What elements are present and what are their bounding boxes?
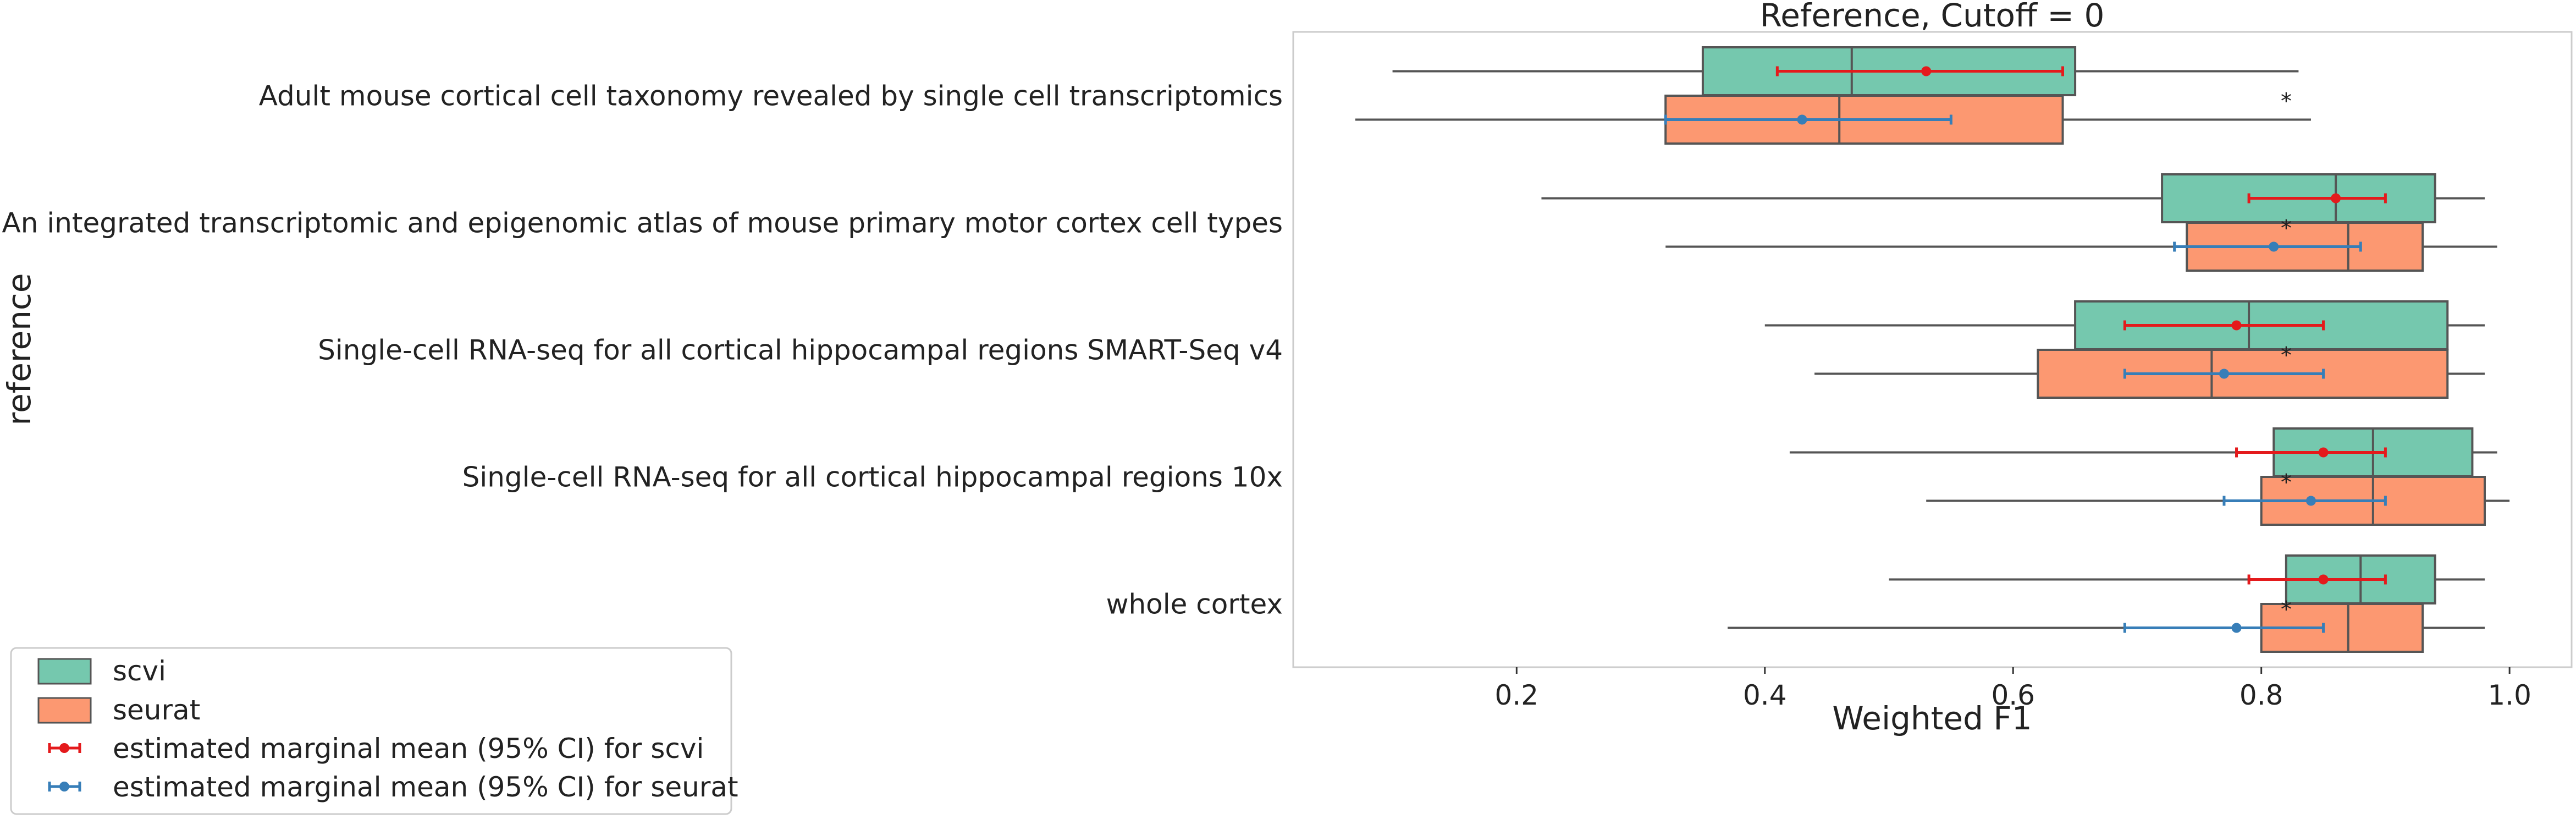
mean-point — [1921, 66, 1932, 76]
y-tick-label: An integrated transcriptomic and epigeno… — [2, 207, 1283, 239]
mean-point — [2318, 574, 2329, 585]
plot-area-frame — [1292, 31, 2573, 668]
significance-annotation: * — [2281, 470, 2292, 496]
legend-swatch-seurat — [37, 697, 92, 724]
legend-label: seurat — [113, 694, 200, 726]
significance-annotation: * — [2281, 597, 2292, 623]
legend-label: estimated marginal mean (95% CI) for scv… — [113, 733, 704, 765]
mean-point — [2269, 241, 2279, 252]
legend-mean-point — [59, 743, 69, 753]
legend-frame — [10, 647, 732, 815]
mean-point — [2331, 193, 2341, 204]
y-tick-label: Single-cell RNA-seq for all cortical hip… — [462, 461, 1283, 493]
significance-annotation: * — [2281, 343, 2292, 369]
x-tick-label: 1.0 — [2487, 679, 2531, 711]
legend-label: scvi — [113, 655, 166, 687]
x-axis-label: Weighted F1 — [1832, 700, 2032, 737]
mean-point — [2231, 623, 2242, 633]
y-tick-label: whole cortex — [1106, 589, 1283, 620]
legend-swatch-scvi — [37, 658, 92, 685]
mean-point — [2305, 496, 2316, 506]
significance-annotation: * — [2281, 216, 2292, 241]
x-tick-label: 0.4 — [1743, 679, 1787, 711]
mean-point — [2231, 320, 2242, 331]
y-axis-label: reference — [1, 273, 38, 426]
mean-point — [2318, 447, 2329, 458]
legend-mean-point — [59, 782, 69, 791]
x-tick-label: 0.6 — [1991, 679, 2035, 711]
significance-annotation: * — [2281, 89, 2292, 114]
mean-point — [2219, 369, 2229, 379]
x-tick-label: 0.2 — [1495, 679, 1539, 711]
chart-title: Reference, Cutoff = 0 — [1760, 0, 2105, 34]
mean-point — [1797, 114, 1807, 125]
x-tick-label: 0.8 — [2239, 679, 2283, 711]
y-tick-label: Single-cell RNA-seq for all cortical hip… — [318, 334, 1283, 366]
legend-label: estimated marginal mean (95% CI) for seu… — [113, 771, 738, 803]
y-tick-label: Adult mouse cortical cell taxonomy revea… — [259, 80, 1283, 112]
